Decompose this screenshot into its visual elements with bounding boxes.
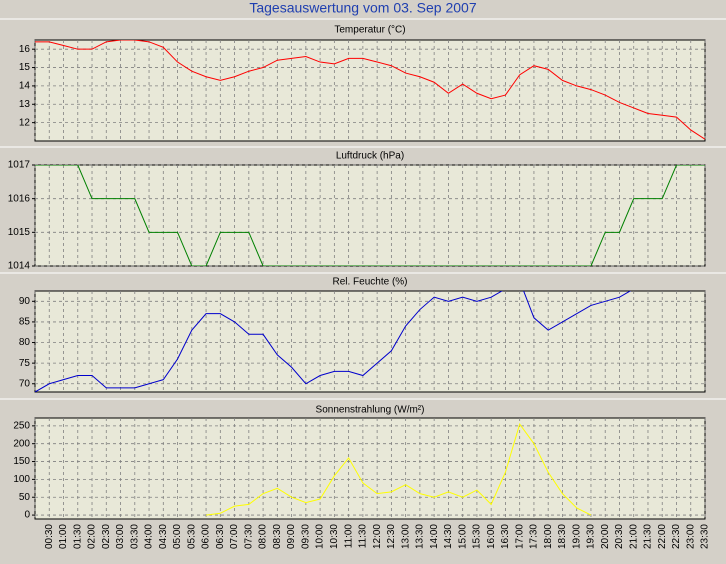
x-tick-label: 12:00 xyxy=(372,524,383,549)
data-line xyxy=(35,40,705,140)
y-tick-label: 100 xyxy=(13,474,30,485)
y-tick-label: 0 xyxy=(24,510,30,521)
x-tick-label: 09:00 xyxy=(286,524,297,549)
x-tick-label: 18:00 xyxy=(543,524,554,549)
x-tick-label: 16:30 xyxy=(500,524,511,549)
x-tick-label: 06:30 xyxy=(215,524,226,549)
data-line xyxy=(206,422,592,516)
x-tick-label: 23:30 xyxy=(700,524,711,549)
x-tick-label: 03:30 xyxy=(129,524,140,549)
y-tick-label: 200 xyxy=(13,438,30,449)
x-tick-label: 10:00 xyxy=(315,524,326,549)
x-tick-label: 17:30 xyxy=(529,524,540,549)
x-tick-label: 11:30 xyxy=(358,524,369,549)
y-tick-label: 1015 xyxy=(8,227,31,238)
x-tick-label: 14:30 xyxy=(443,524,454,549)
x-tick-label: 02:30 xyxy=(101,524,112,549)
x-tick-label: 20:30 xyxy=(614,524,625,549)
x-tick-label: 17:00 xyxy=(514,524,525,549)
chart-title: Rel. Feuchte (%) xyxy=(332,277,407,288)
x-tick-label: 03:00 xyxy=(115,524,126,549)
x-tick-label: 12:30 xyxy=(386,524,397,549)
y-tick-label: 15 xyxy=(19,62,31,73)
x-tick-label: 07:00 xyxy=(229,524,240,549)
plot-area xyxy=(34,39,706,142)
x-tick-label: 10:30 xyxy=(329,524,340,549)
x-tick-label: 20:00 xyxy=(600,524,611,549)
y-tick-label: 13 xyxy=(19,99,31,110)
x-tick-label: 09:30 xyxy=(300,524,311,549)
y-tick-label: 75 xyxy=(19,358,31,369)
y-tick-label: 50 xyxy=(19,492,31,503)
data-line xyxy=(35,291,632,392)
x-tick-label: 06:00 xyxy=(201,524,212,549)
x-tick-label: 04:00 xyxy=(144,524,155,549)
y-tick-label: 16 xyxy=(19,44,31,55)
chart-title: Sonnenstrahlung (W/m²) xyxy=(316,405,425,416)
y-tick-label: 90 xyxy=(19,296,31,307)
x-tick-label: 13:00 xyxy=(400,524,411,549)
page-title: Tagesauswertung vom 03. Sep 2007 xyxy=(249,0,476,16)
x-tick-label: 00:30 xyxy=(44,524,55,549)
y-tick-label: 150 xyxy=(13,456,30,467)
y-tick-label: 12 xyxy=(19,117,31,128)
x-tick-label: 15:30 xyxy=(472,524,483,549)
y-tick-label: 250 xyxy=(13,420,30,431)
x-tick-label: 21:30 xyxy=(643,524,654,549)
x-tick-label: 19:30 xyxy=(586,524,597,549)
x-tick-label: 21:00 xyxy=(628,524,639,549)
y-tick-label: 85 xyxy=(19,317,31,328)
x-tick-label: 08:30 xyxy=(272,524,283,549)
y-tick-label: 80 xyxy=(19,337,31,348)
x-tick-label: 07:30 xyxy=(243,524,254,549)
x-tick-label: 23:00 xyxy=(685,524,696,549)
y-tick-label: 1014 xyxy=(8,261,31,272)
x-tick-label: 22:30 xyxy=(671,524,682,549)
x-tick-label: 01:30 xyxy=(72,524,83,549)
x-tick-label: 15:00 xyxy=(457,524,468,549)
chart-title: Temperatur (°C) xyxy=(334,25,405,36)
data-line xyxy=(35,165,705,266)
x-tick-label: 18:30 xyxy=(557,524,568,549)
y-tick-label: 1017 xyxy=(8,160,31,171)
y-tick-label: 70 xyxy=(19,378,31,389)
x-tick-label: 19:00 xyxy=(571,524,582,549)
y-tick-label: 1016 xyxy=(8,193,31,204)
plot-area xyxy=(34,417,706,520)
x-tick-label: 11:00 xyxy=(343,524,354,549)
x-tick-label: 02:00 xyxy=(87,524,98,549)
plot-area xyxy=(34,164,706,267)
x-tick-label: 04:30 xyxy=(158,524,169,549)
x-tick-label: 16:00 xyxy=(486,524,497,549)
x-tick-label: 01:00 xyxy=(58,524,69,549)
x-tick-label: 13:30 xyxy=(415,524,426,549)
x-tick-label: 22:00 xyxy=(657,524,668,549)
x-tick-label: 08:00 xyxy=(258,524,269,549)
plot-area xyxy=(34,290,706,393)
x-tick-label: 05:00 xyxy=(172,524,183,549)
chart-title: Luftdruck (hPa) xyxy=(336,151,404,162)
x-tick-label: 05:30 xyxy=(186,524,197,549)
y-tick-label: 14 xyxy=(19,81,31,92)
x-tick-label: 14:00 xyxy=(429,524,440,549)
